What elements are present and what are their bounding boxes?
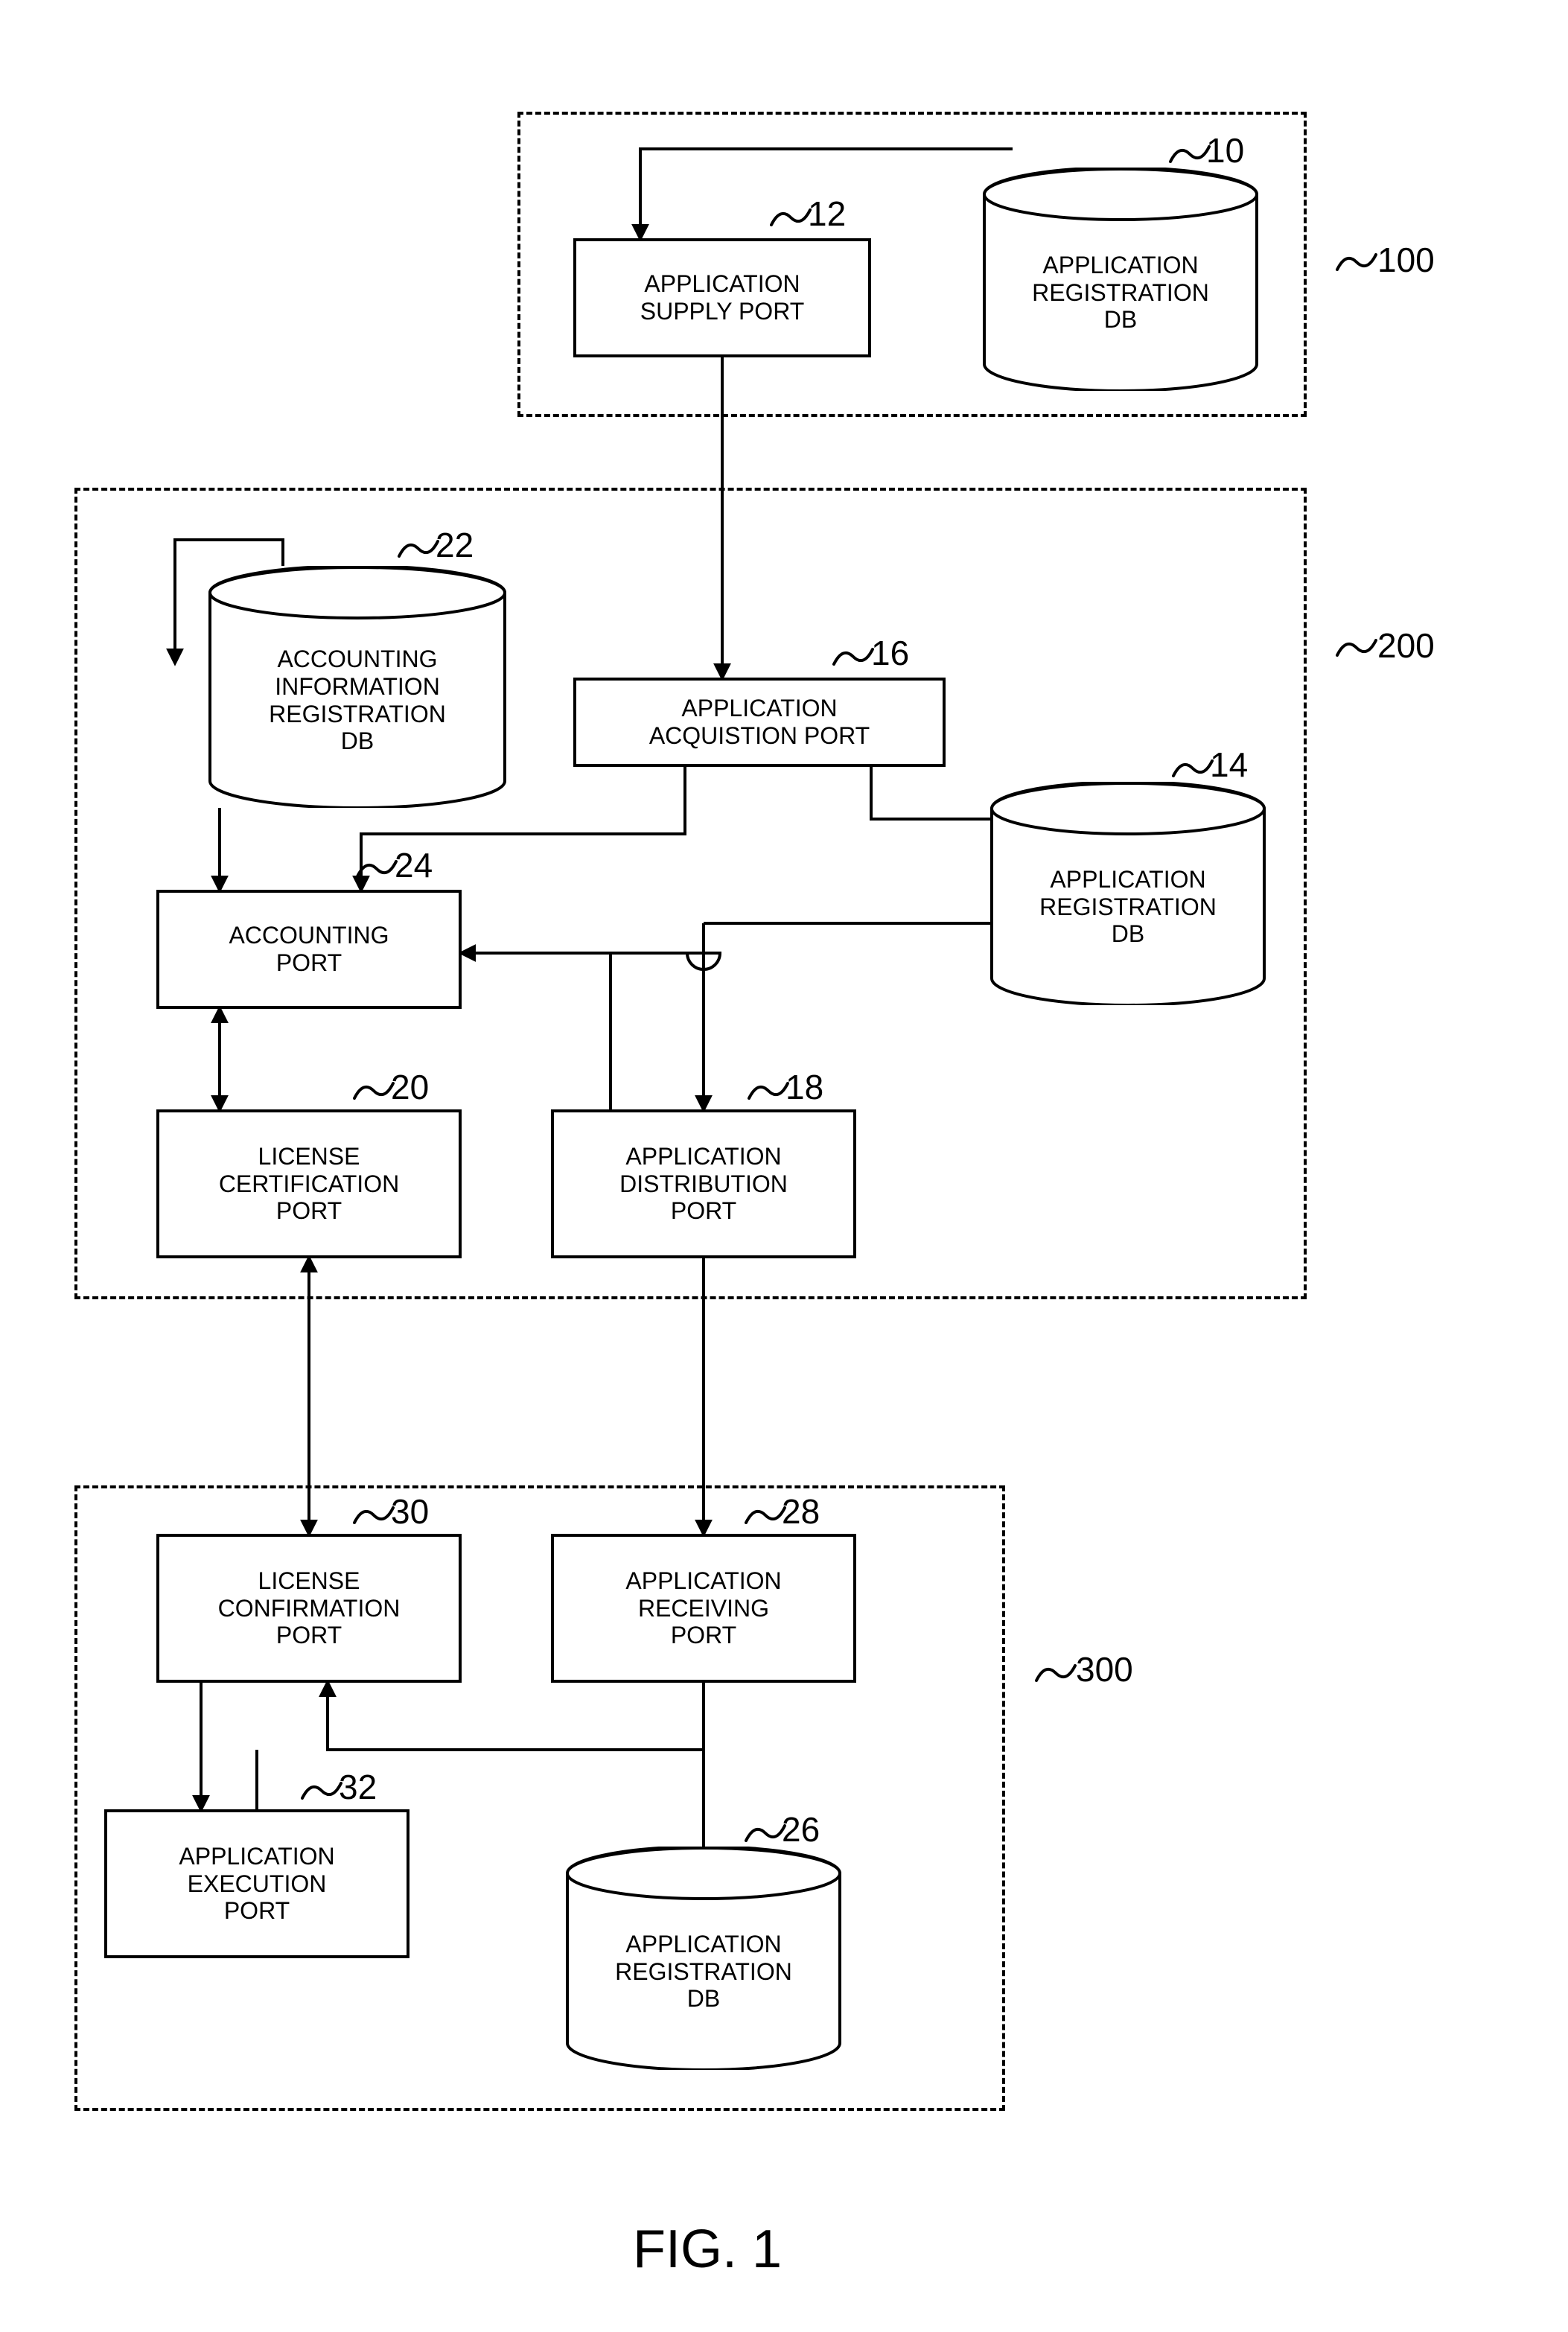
lead-line-s100 [1336,253,1377,275]
node-12: APPLICATIONSUPPLY PORT [573,238,871,357]
node-20: LICENSECERTIFICATIONPORT [156,1109,462,1258]
lead-line-s300 [1035,1664,1077,1686]
db-label: APPLICATIONREGISTRATIONDB [1039,866,1217,948]
db-label: APPLICATIONREGISTRATIONDB [615,1931,792,2013]
ref-label-n32: 32 [339,1767,377,1807]
ref-label-n30: 30 [391,1491,429,1532]
lead-line-s20 [353,1082,395,1103]
lead-line-s28 [745,1506,786,1528]
ref-label-g300: 300 [1076,1649,1133,1689]
ref-label-n12: 12 [808,194,846,234]
lead-line-s16 [832,648,874,669]
ref-label-n26: 26 [782,1809,820,1850]
lead-line-s30 [353,1506,395,1528]
lead-line-s24 [356,860,398,882]
node-28: APPLICATIONRECEIVINGPORT [551,1534,856,1683]
diagram-canvas: APPLICATIONREGISTRATIONDB APPLICATIONSUPP… [30,30,1538,2302]
node-label: APPLICATIONEXECUTIONPORT [179,1843,334,1925]
lead-line-s26 [745,1824,786,1846]
ref-label-n18: 18 [785,1067,823,1107]
lead-line-s12 [770,208,812,230]
ref-label-n16: 16 [871,633,909,673]
node-label: LICENSECONFIRMATIONPORT [218,1567,401,1649]
lead-line-s10 [1169,145,1211,167]
ref-label-n20: 20 [391,1067,429,1107]
node-18: APPLICATIONDISTRIBUTIONPORT [551,1109,856,1258]
figure-label: FIG. 1 [633,2219,782,2280]
ref-label-n22: 22 [436,525,474,565]
node-label: APPLICATIONSUPPLY PORT [640,270,805,325]
node-24: ACCOUNTINGPORT [156,890,462,1009]
node-label: APPLICATIONDISTRIBUTIONPORT [619,1143,788,1225]
ref-label-g200: 200 [1377,625,1435,666]
ref-label-n28: 28 [782,1491,820,1532]
db-22: ACCOUNTINGINFORMATIONREGISTRATIONDB [208,566,506,808]
node-16: APPLICATIONACQUISTION PORT [573,678,946,767]
node-32: APPLICATIONEXECUTIONPORT [104,1809,409,1958]
lead-line-s14 [1172,759,1214,781]
node-label: APPLICATIONRECEIVINGPORT [625,1567,781,1649]
db-label: APPLICATIONREGISTRATIONDB [1032,252,1209,334]
db-label: ACCOUNTINGINFORMATIONREGISTRATIONDB [269,646,446,755]
db-14: APPLICATIONREGISTRATIONDB [990,782,1266,1005]
node-label: ACCOUNTINGPORT [229,922,389,977]
lead-line-s200 [1336,639,1377,660]
node-label: LICENSECERTIFICATIONPORT [219,1143,399,1225]
node-30: LICENSECONFIRMATIONPORT [156,1534,462,1683]
ref-label-n10: 10 [1206,130,1244,171]
db-26: APPLICATIONREGISTRATIONDB [566,1847,841,2070]
lead-line-s32 [301,1782,342,1803]
ref-label-g100: 100 [1377,240,1435,280]
node-label: APPLICATIONACQUISTION PORT [649,695,870,750]
db-10: APPLICATIONREGISTRATIONDB [983,168,1258,391]
ref-label-n24: 24 [395,845,433,885]
lead-line-s22 [398,540,439,561]
lead-line-s18 [748,1082,789,1103]
ref-label-n14: 14 [1210,745,1248,785]
